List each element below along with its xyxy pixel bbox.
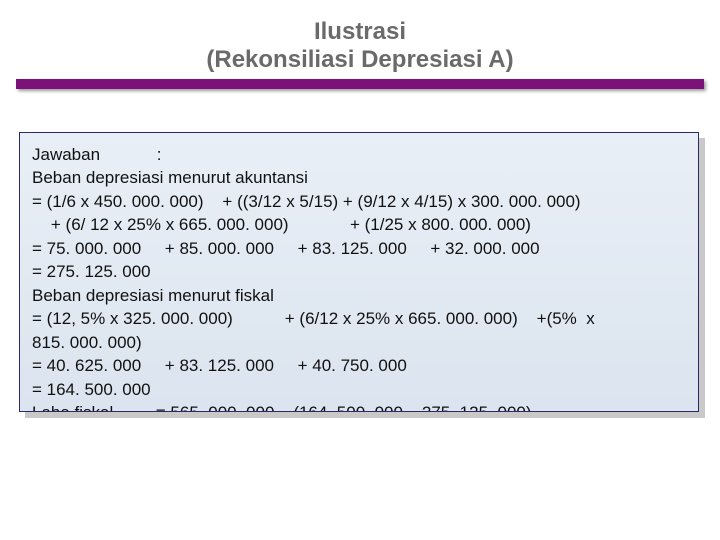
content-line: Laba fiskal = 565. 000. 000 – (164. 500.… <box>32 403 532 412</box>
content-line: = 75. 000. 000 + 85. 000. 000 + 83. 125.… <box>32 239 540 258</box>
content-line: = 164. 500. 000 <box>32 380 151 399</box>
content-line: Beban depresiasi menurut akuntansi <box>32 168 308 187</box>
content-line: + (6/ 12 x 25% x 665. 000. 000) + (1/25 … <box>32 215 531 234</box>
content-line: = (1/6 x 450. 000. 000) + ((3/12 x 5/15)… <box>32 192 581 211</box>
title-line-1: Ilustrasi <box>0 18 720 46</box>
content-box: Jawaban : Beban depresiasi menurut akunt… <box>19 132 699 412</box>
content-line: Beban depresiasi menurut fiskal <box>32 286 274 305</box>
slide-title: Ilustrasi (Rekonsiliasi Depresiasi A) <box>0 0 720 73</box>
content-line: Jawaban : <box>32 145 161 164</box>
content-line: 815. 000. 000) <box>32 333 142 352</box>
content-line: = (12, 5% x 325. 000. 000) + (6/12 x 25%… <box>32 309 595 328</box>
title-line-2: (Rekonsiliasi Depresiasi A) <box>0 46 720 74</box>
content-line: = 40. 625. 000 + 83. 125. 000 + 40. 750.… <box>32 356 407 375</box>
content-line: = 275. 125. 000 <box>32 262 151 281</box>
title-underline <box>16 79 704 89</box>
